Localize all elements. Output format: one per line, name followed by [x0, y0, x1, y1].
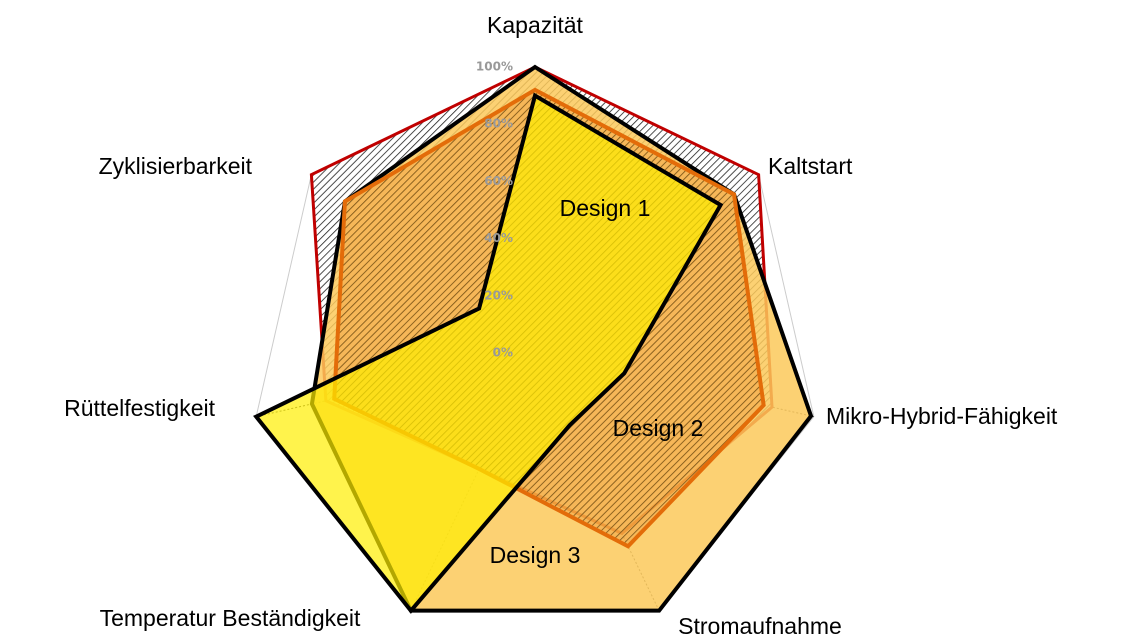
series-outline: [253, 92, 724, 614]
axis-label: Rüttelfestigkeit: [64, 395, 215, 421]
axis-label: Mikro-Hybrid-Fähigkeit: [826, 403, 1058, 429]
y-tick-label: 40%: [484, 231, 513, 245]
series-outline: [309, 64, 814, 613]
y-tick-label: 0%: [493, 346, 513, 360]
series-outline: [332, 87, 766, 549]
axis-label: Stromaufnahme: [678, 613, 842, 639]
series-label: Design 1: [560, 195, 651, 221]
y-tick-label: 60%: [484, 174, 513, 188]
y-tick-label: 20%: [484, 288, 513, 302]
axis-label: Zyklisierbarkeit: [99, 153, 253, 179]
axis-label: Kaltstart: [768, 153, 853, 179]
series-fill: [256, 95, 721, 611]
y-tick-label: 80%: [484, 117, 513, 131]
y-tick-label: 100%: [476, 60, 513, 74]
axis-label: Kapazität: [487, 12, 584, 38]
series-label: Design 3: [490, 542, 581, 568]
series-label: Design 2: [613, 415, 704, 441]
axis-label: Temperatur Beständigkeit: [100, 605, 361, 631]
